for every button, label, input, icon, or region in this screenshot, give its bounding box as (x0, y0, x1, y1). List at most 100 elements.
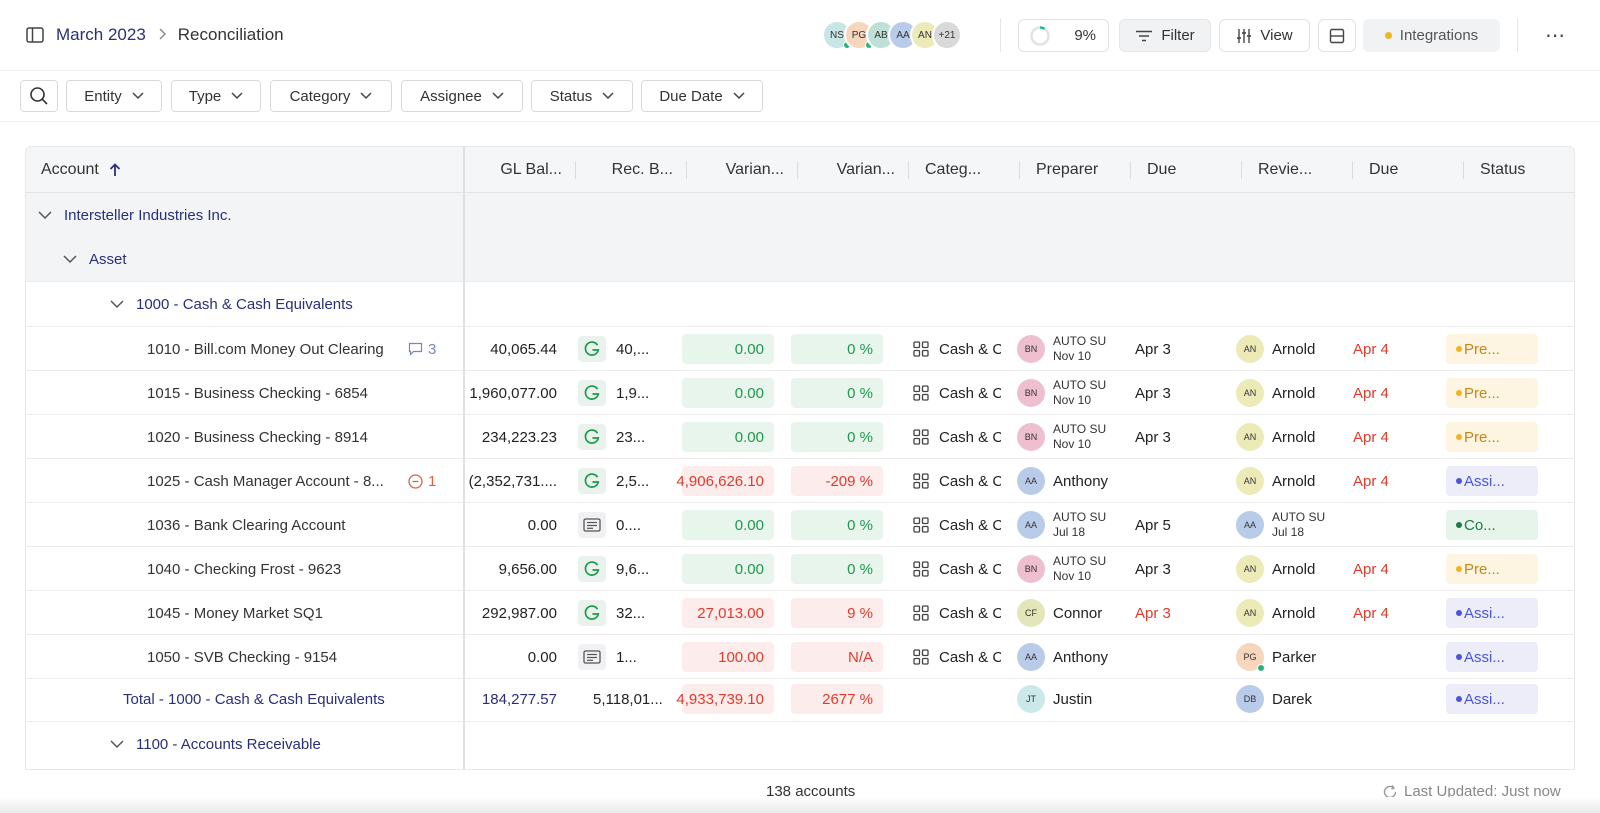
column-header-preparer[interactable]: Preparer (1020, 147, 1131, 193)
view-button[interactable]: View (1219, 19, 1310, 52)
chevron-down-icon[interactable] (110, 299, 124, 309)
table-row[interactable]: 1020 - Business Checking - 8914 234,223.2… (26, 415, 1574, 459)
chevron-down-icon[interactable] (110, 739, 124, 749)
preparer-cell[interactable]: BN AUTO SU Nov 10 (1017, 547, 1109, 591)
filter-due-date[interactable]: Due Date (641, 80, 763, 112)
reviewer-due-date[interactable]: Apr 4 (1353, 472, 1389, 490)
table-row[interactable]: 1025 - Cash Manager Account - 8... 1 (2,35… (26, 459, 1574, 503)
total-reviewer[interactable]: DB Darek (1236, 677, 1346, 721)
preparer-due-date[interactable]: Apr 3 (1135, 560, 1171, 578)
category-cell[interactable]: Cash & C (913, 635, 1001, 679)
table-row[interactable]: 1045 - Money Market SQ1 292,987.00 32... 27… (26, 591, 1574, 635)
table-row[interactable]: 1036 - Bank Clearing Account 0.00 0.... 0.0… (26, 503, 1574, 547)
rec-balance-cell[interactable]: 2,5... (578, 459, 678, 503)
preparer-cell[interactable]: CF Connor (1017, 591, 1109, 635)
status-badge[interactable]: Co... (1446, 510, 1538, 540)
reviewer-due-date[interactable]: Apr 4 (1353, 340, 1389, 358)
rec-balance-cell[interactable]: 0.... (578, 503, 678, 547)
column-header-preparer-due[interactable]: Due (1131, 147, 1242, 193)
preparer-due-date[interactable]: Apr 3 (1135, 604, 1171, 622)
preparer-due-date[interactable]: Apr 3 (1135, 340, 1171, 358)
chevron-down-icon[interactable] (38, 210, 52, 220)
preparer-cell[interactable]: AA Anthony (1017, 459, 1109, 503)
rec-balance-cell[interactable]: 9,6... (578, 547, 678, 591)
filter-entity[interactable]: Entity (66, 80, 162, 112)
status-badge[interactable]: Assi... (1446, 642, 1538, 672)
integrations-button[interactable]: Integrations (1363, 19, 1500, 52)
reviewer-cell[interactable]: AN Arnold (1236, 547, 1346, 591)
status-badge[interactable]: Assi... (1446, 466, 1538, 496)
row-badge[interactable]: 3 (408, 327, 436, 371)
search-button[interactable] (20, 80, 58, 112)
reviewer-cell[interactable]: AN Arnold (1236, 591, 1346, 635)
preparer-due-date[interactable] (1135, 635, 1215, 679)
column-header-reviewer-due[interactable]: Due (1353, 147, 1464, 193)
filter-status[interactable]: Status (531, 80, 633, 112)
last-updated[interactable]: Last Updated: Just now (1382, 783, 1561, 800)
more-menu-button[interactable]: ⋯ (1540, 22, 1570, 48)
preparer-cell[interactable]: BN AUTO SU Nov 10 (1017, 415, 1109, 459)
rec-balance-cell[interactable]: 23... (578, 415, 678, 459)
reviewer-cell[interactable]: PG Parker (1236, 635, 1346, 679)
status-badge[interactable]: Pre... (1446, 554, 1538, 584)
reviewer-due-date[interactable]: Apr 4 (1353, 428, 1389, 446)
preparer-cell[interactable]: BN AUTO SU Nov 10 (1017, 371, 1109, 415)
preparer-cell[interactable]: BN AUTO SU Nov 10 (1017, 327, 1109, 371)
reviewer-cell[interactable]: AN Arnold (1236, 459, 1346, 503)
category-cell[interactable]: Cash & C (913, 327, 1001, 371)
reviewer-cell[interactable]: AN Arnold (1236, 327, 1346, 371)
sidebar-toggle-icon[interactable] (26, 27, 44, 43)
column-header-account[interactable]: Account (41, 147, 441, 193)
column-header-category[interactable]: Categ... (909, 147, 1020, 193)
account-name[interactable]: 1045 - Money Market SQ1 (147, 604, 323, 622)
table-row[interactable]: 1040 - Checking Frost - 9623 9,656.00 9,6.… (26, 547, 1574, 591)
account-name[interactable]: 1020 - Business Checking - 8914 (147, 428, 368, 446)
breadcrumb-period[interactable]: March 2023 (56, 25, 146, 44)
rec-balance-cell[interactable]: 40,... (578, 327, 678, 371)
row-badge[interactable]: 1 (408, 459, 436, 503)
category-cell[interactable]: Cash & C (913, 459, 1001, 503)
account-name[interactable]: 1010 - Bill.com Money Out Clearing (147, 340, 384, 358)
reviewer-due-date[interactable]: Apr 4 (1353, 604, 1389, 622)
total-preparer[interactable]: JT Justin (1017, 677, 1127, 721)
category-cell[interactable]: Cash & C (913, 415, 1001, 459)
column-header-variance[interactable]: Varian... (687, 147, 798, 193)
filter-type[interactable]: Type (171, 80, 261, 112)
table-row[interactable]: 1015 - Business Checking - 6854 1,960,077… (26, 371, 1574, 415)
filter-category[interactable]: Category (270, 80, 392, 112)
status-badge[interactable]: Pre... (1446, 378, 1538, 408)
more-collaborators-avatar[interactable]: +21 (932, 20, 962, 50)
chevron-down-icon[interactable] (63, 254, 77, 264)
category-cell[interactable]: Cash & C (913, 591, 1001, 635)
preparer-cell[interactable]: AA AUTO SU Jul 18 (1017, 503, 1109, 547)
column-header-rec-balance[interactable]: Rec. B... (576, 147, 687, 193)
rec-balance-cell[interactable]: 1... (578, 635, 678, 679)
column-header-variance-pct[interactable]: Varian... (798, 147, 909, 193)
group-row-account[interactable]: 1000 - Cash & Cash Equivalents (26, 281, 1574, 327)
reviewer-due-date[interactable] (1353, 635, 1433, 679)
reviewer-cell[interactable]: AN Arnold (1236, 415, 1346, 459)
preparer-due-date[interactable]: Apr 5 (1135, 516, 1171, 534)
column-header-status[interactable]: Status (1464, 147, 1574, 193)
reviewer-due-date[interactable]: Apr 4 (1353, 384, 1389, 402)
rec-balance-cell[interactable]: 1,9... (578, 371, 678, 415)
status-badge[interactable]: Pre... (1446, 422, 1538, 452)
layout-toggle-button[interactable] (1318, 19, 1356, 52)
preparer-cell[interactable]: AA Anthony (1017, 635, 1109, 679)
progress-button[interactable]: 9% (1018, 19, 1109, 52)
preparer-due-date[interactable]: Apr 3 (1135, 428, 1171, 446)
status-badge[interactable]: Pre... (1446, 334, 1538, 364)
status-badge[interactable]: Assi... (1446, 684, 1538, 714)
account-name[interactable]: 1015 - Business Checking - 6854 (147, 384, 368, 402)
account-name[interactable]: 1050 - SVB Checking - 9154 (147, 648, 338, 666)
rec-balance-cell[interactable]: 32... (578, 591, 678, 635)
group-row-type[interactable]: Asset (26, 237, 1574, 282)
reviewer-cell[interactable]: AA AUTO SU Jul 18 (1236, 503, 1346, 547)
reviewer-cell[interactable]: AN Arnold (1236, 371, 1346, 415)
group-row-account[interactable]: 1100 - Accounts Receivable (26, 722, 1574, 767)
table-row[interactable]: 1050 - SVB Checking - 9154 0.00 1... 100.00… (26, 635, 1574, 679)
preparer-due-date[interactable] (1135, 459, 1215, 503)
reviewer-due-date[interactable] (1353, 503, 1433, 547)
column-header-gl-balance[interactable]: GL Bal... (465, 147, 576, 193)
table-row[interactable]: 1010 - Bill.com Money Out Clearing 3 40,06… (26, 327, 1574, 371)
